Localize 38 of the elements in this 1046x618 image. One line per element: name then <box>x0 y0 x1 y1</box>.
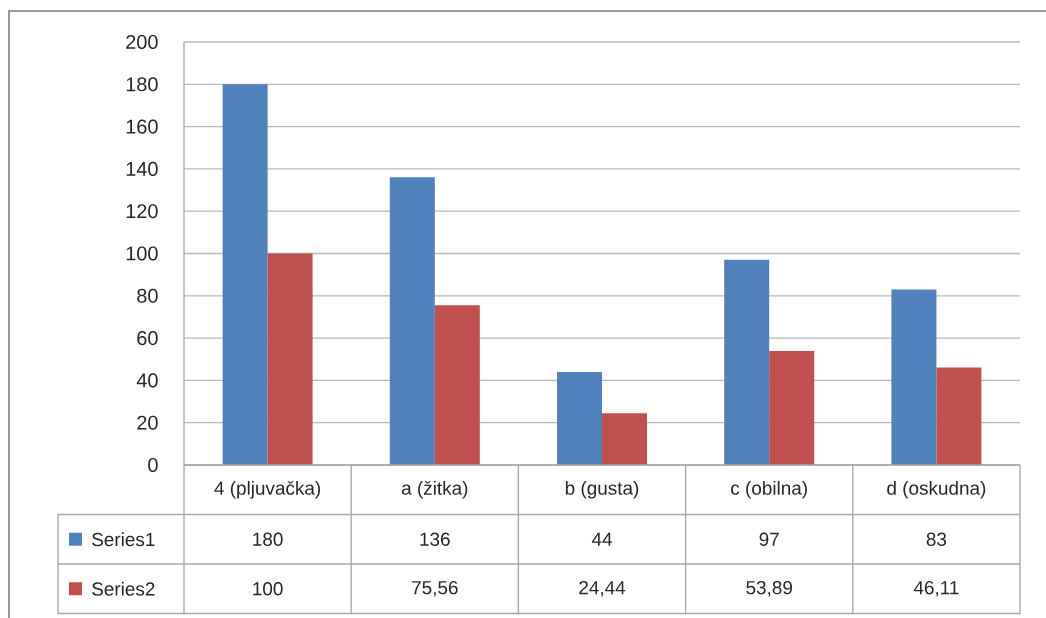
data-label: 46,11 <box>913 580 959 597</box>
y-tick-label: 180 <box>126 77 158 92</box>
legend-label: Series2 <box>92 581 155 596</box>
data-label: 83 <box>926 532 947 546</box>
bar <box>267 253 313 465</box>
y-tick-label: 160 <box>126 119 158 134</box>
bar <box>891 289 937 465</box>
bar <box>769 351 815 465</box>
bar <box>389 177 435 465</box>
x-tick-label: b (gusta) <box>565 480 639 499</box>
data-label: 24,44 <box>579 580 626 597</box>
y-tick-label: 40 <box>136 373 158 388</box>
data-label: 53,89 <box>746 580 792 597</box>
bar <box>557 371 603 465</box>
data-label: 180 <box>253 532 283 546</box>
x-tick-label: a (žitka) <box>401 480 468 499</box>
bar <box>222 84 268 465</box>
y-tick-label: 80 <box>137 288 158 303</box>
data-label: 75,56 <box>412 580 458 597</box>
x-tick-label: 4 (pljuvačka) <box>214 480 321 499</box>
y-tick-label: 120 <box>126 204 158 219</box>
data-label: 44 <box>591 532 612 546</box>
y-tick-label: 20 <box>137 415 158 430</box>
data-label: 97 <box>759 532 779 546</box>
x-tick-label: d (oskudna) <box>887 480 986 499</box>
data-label: 100 <box>253 582 283 596</box>
bar <box>724 259 770 465</box>
x-tick-label: c (obilna) <box>731 480 807 499</box>
bar <box>434 305 480 465</box>
y-tick-label: 140 <box>126 161 158 176</box>
data-label: 136 <box>420 532 450 546</box>
bar <box>936 367 982 465</box>
y-tick-label: 200 <box>126 34 158 50</box>
y-tick-label: 0 <box>148 457 158 473</box>
y-tick-label: 100 <box>126 246 158 261</box>
bar <box>602 413 648 465</box>
y-tick-label: 60 <box>137 331 158 346</box>
legend-label: Series1 <box>92 532 155 547</box>
